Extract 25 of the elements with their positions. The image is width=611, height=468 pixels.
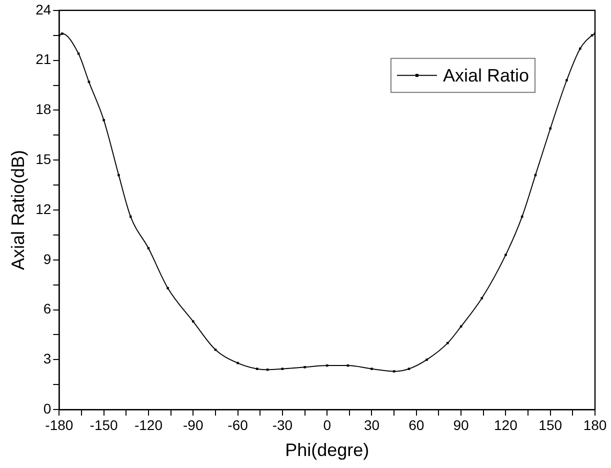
x-axis-title: Phi(degre) (285, 440, 370, 460)
y-tick-label: 0 (43, 400, 52, 416)
y-tick-label: 12 (36, 200, 52, 217)
y-tick-label: 15 (36, 150, 52, 167)
y-tick-label: 3 (43, 350, 52, 367)
x-tick-label: -150 (90, 416, 118, 433)
x-tick-label: -90 (183, 416, 204, 433)
x-tick-label: 90 (453, 416, 470, 433)
x-tick-label: 0 (323, 416, 332, 433)
x-tick-label: 60 (408, 416, 424, 433)
y-tick-label: 9 (43, 250, 52, 267)
y-tick-label: 24 (36, 1, 52, 18)
x-tick-label: 30 (364, 416, 380, 433)
x-tick-label: 180 (583, 416, 607, 433)
y-tick-label: 18 (36, 101, 52, 118)
x-tick-label: 150 (538, 416, 562, 433)
legend-label: Axial Ratio (442, 65, 530, 86)
x-tick-label: -120 (134, 416, 163, 433)
x-tick-label: 120 (494, 416, 518, 433)
x-tick-label: -180 (45, 416, 74, 433)
y-tick-label: 6 (43, 300, 52, 317)
x-tick-label: -30 (272, 416, 293, 433)
y-axis-title: Axial Ratio(dB) (8, 150, 28, 270)
y-tick-label: 21 (36, 51, 52, 68)
x-tick-label: -60 (228, 416, 248, 433)
